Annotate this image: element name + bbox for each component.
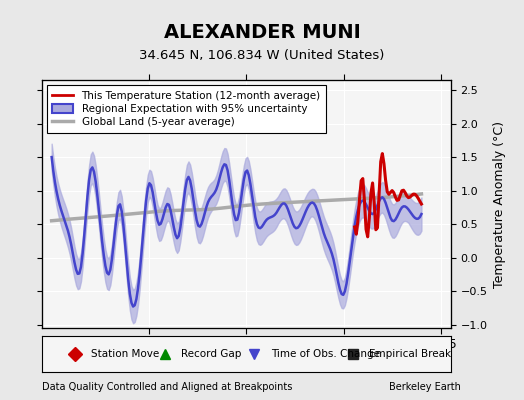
Y-axis label: Temperature Anomaly (°C): Temperature Anomaly (°C)	[493, 120, 506, 288]
Text: ALEXANDER MUNI: ALEXANDER MUNI	[163, 22, 361, 42]
Text: Empirical Break: Empirical Break	[369, 349, 451, 359]
Text: 34.645 N, 106.834 W (United States): 34.645 N, 106.834 W (United States)	[139, 50, 385, 62]
Text: Record Gap: Record Gap	[181, 349, 241, 359]
Text: Berkeley Earth: Berkeley Earth	[389, 382, 461, 392]
Text: Time of Obs. Change: Time of Obs. Change	[271, 349, 380, 359]
Legend: This Temperature Station (12-month average), Regional Expectation with 95% uncer: This Temperature Station (12-month avera…	[47, 85, 326, 132]
Text: Data Quality Controlled and Aligned at Breakpoints: Data Quality Controlled and Aligned at B…	[42, 382, 292, 392]
Text: Station Move: Station Move	[91, 349, 159, 359]
